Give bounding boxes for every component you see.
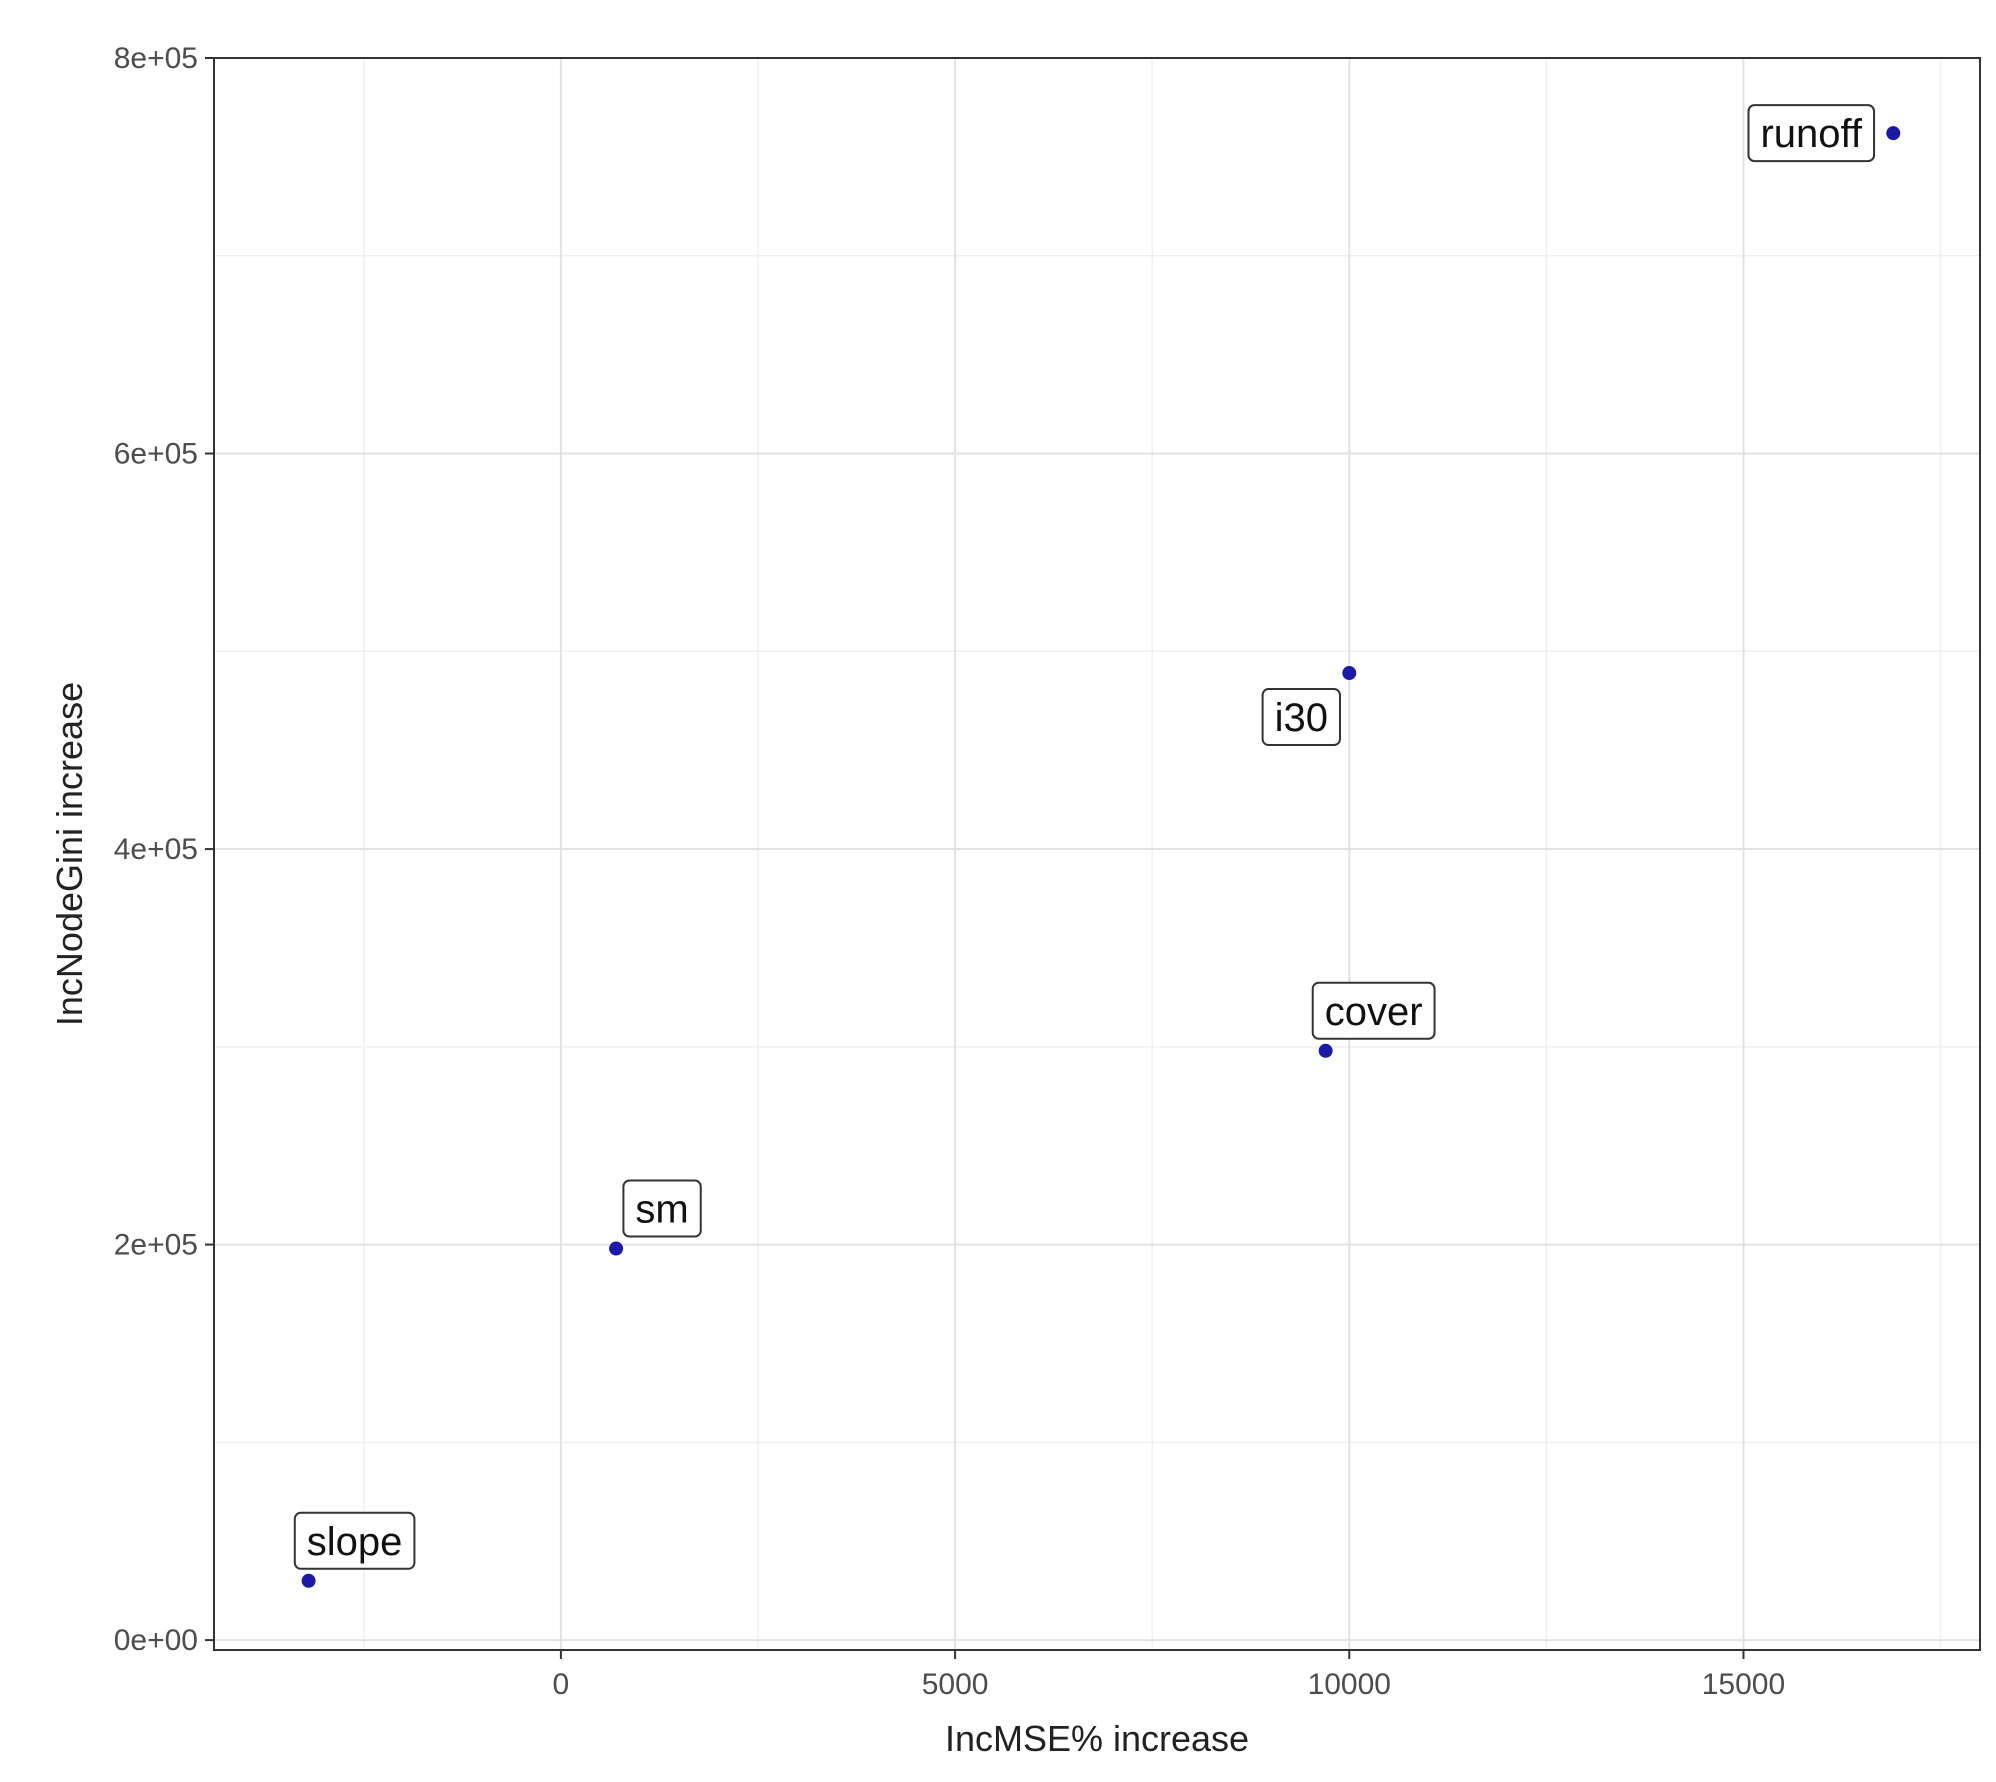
point-label-text: i30 — [1275, 696, 1328, 740]
x-tick-label: 5000 — [922, 1668, 989, 1701]
point-slope — [301, 1573, 316, 1588]
label-sm: sm — [622, 1179, 702, 1238]
y-tick-label: 6e+05 — [114, 438, 198, 471]
x-axis-title: IncMSE% increase — [945, 1718, 1249, 1759]
point-label-text: slope — [307, 1520, 403, 1564]
data-points — [301, 126, 1901, 1588]
plot-border — [213, 57, 1981, 1651]
label-slope: slope — [293, 1511, 416, 1570]
point-i30 — [1342, 666, 1357, 681]
point-runoff — [1886, 126, 1901, 141]
y-tick-label: 2e+05 — [114, 1229, 198, 1262]
x-tick-label: 0 — [553, 1668, 570, 1701]
label-runoff: runoff — [1747, 104, 1876, 163]
point-sm — [609, 1241, 624, 1256]
point-labels: slope sm cover i30 runoff — [293, 104, 1876, 1570]
label-box — [1747, 104, 1876, 163]
plot-background — [214, 58, 1980, 1650]
y-tick-label: 8e+05 — [114, 42, 198, 75]
label-box — [622, 1179, 702, 1238]
x-axis: 0 5000 10000 15000 — [553, 1650, 1785, 1701]
label-box — [1261, 688, 1341, 747]
x-tick-label: 15000 — [1702, 1668, 1785, 1701]
y-axis-title: IncNodeGini increase — [49, 682, 90, 1026]
point-label-text: sm — [635, 1188, 688, 1232]
point-label-text: cover — [1325, 990, 1423, 1034]
minor-grid — [214, 58, 1980, 1650]
label-i30: i30 — [1261, 688, 1341, 747]
label-cover: cover — [1311, 981, 1436, 1040]
label-box — [1311, 981, 1436, 1040]
point-cover — [1318, 1043, 1333, 1058]
label-box — [293, 1511, 416, 1570]
y-tick-label: 0e+00 — [114, 1624, 198, 1657]
x-tick-label: 10000 — [1308, 1668, 1391, 1701]
y-tick-label: 4e+05 — [114, 833, 198, 866]
y-axis: 0e+00 2e+05 4e+05 6e+05 8e+05 — [114, 42, 214, 1657]
point-label-text: runoff — [1760, 112, 1862, 156]
